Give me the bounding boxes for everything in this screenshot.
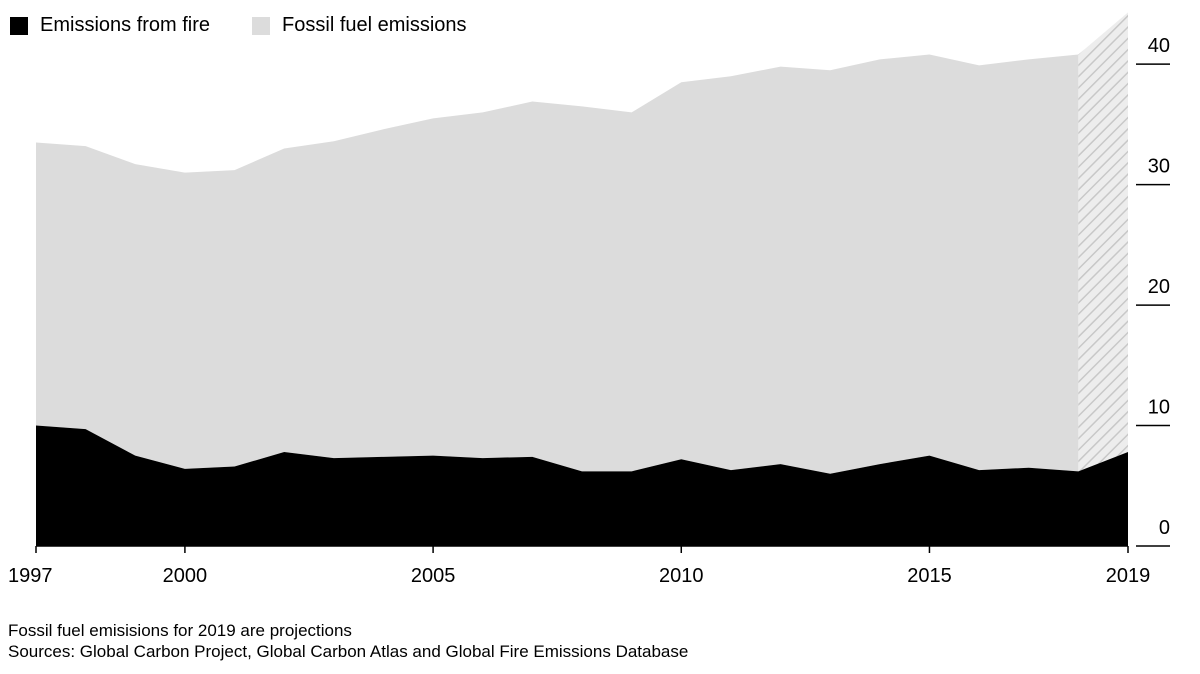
legend-item-fire: Emissions from fire — [10, 14, 210, 37]
y-tick-label-0: 0 — [1159, 517, 1170, 539]
legend-swatch-fossil — [252, 16, 271, 35]
x-tick-label-1997: 1997 — [8, 565, 53, 587]
y-tick-label-10: 10 — [1148, 397, 1170, 419]
x-tick-label-2019: 2019 — [1106, 565, 1151, 587]
fire-area — [36, 425, 1128, 546]
y-tick-label-20: 20 — [1148, 276, 1170, 298]
fossil-area — [36, 54, 1079, 474]
y-tick-label-40: 40 — [1148, 35, 1170, 57]
x-tick-label-2000: 2000 — [163, 565, 208, 587]
legend: Emissions from fire Fossil fuel emission… — [10, 14, 509, 37]
legend-label-fire: Emissions from fire — [40, 14, 211, 36]
x-tick-label-2005: 2005 — [411, 565, 456, 587]
chart-notes: Fossil fuel emisisions for 2019 are proj… — [8, 620, 688, 662]
fossil-projection-area — [1078, 12, 1128, 472]
x-tick-label-2015: 2015 — [907, 565, 952, 587]
x-tick-label-2010: 2010 — [659, 565, 704, 587]
footnote: Fossil fuel emisisions for 2019 are proj… — [8, 621, 352, 640]
legend-swatch-fire — [10, 16, 28, 35]
y-tick-label-30: 30 — [1148, 156, 1170, 178]
legend-label-fossil: Fossil fuel emissions — [282, 14, 467, 36]
sources: Sources: Global Carbon Project, Global C… — [8, 642, 689, 661]
legend-item-fossil: Fossil fuel emissions — [252, 14, 467, 37]
